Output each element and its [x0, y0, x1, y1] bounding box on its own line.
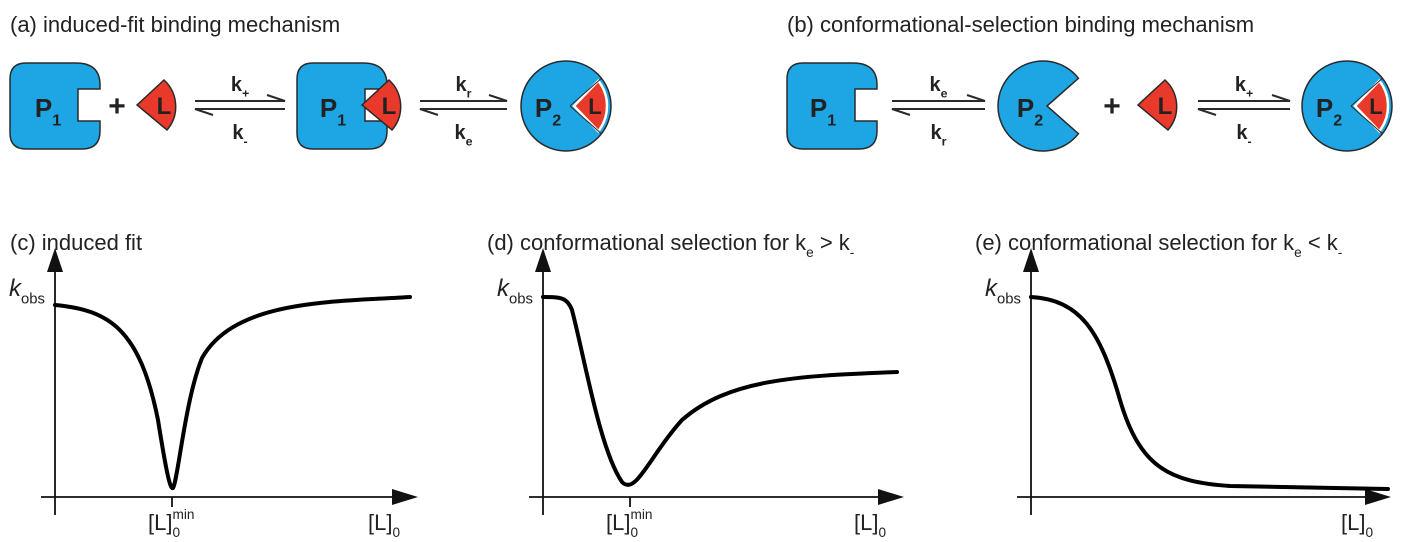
x-axis-arrow — [878, 489, 904, 505]
text-part: - — [850, 245, 855, 260]
text-part: [L] — [368, 510, 392, 535]
rate-constant: ke — [454, 122, 472, 148]
ligand-label: L — [1158, 93, 1173, 120]
text-part: obs — [21, 292, 45, 308]
y-axis-label: kobs — [497, 275, 533, 308]
text-part: - — [1247, 134, 1251, 148]
text-part: [L] — [1341, 510, 1365, 535]
x-axis-label: [L]0 — [854, 510, 886, 540]
text-part: 0 — [392, 525, 400, 540]
text-part: 1 — [827, 111, 836, 129]
text-part: 2 — [552, 111, 561, 129]
backward-arrow — [420, 109, 507, 115]
text-part: P — [810, 93, 827, 123]
rate-constant: kr — [456, 74, 472, 100]
ligand-label: L — [382, 93, 397, 120]
y-axis-label: kobs — [985, 275, 1021, 308]
plus: + — [1103, 90, 1121, 123]
text-part: P — [535, 93, 552, 123]
text-part: min — [172, 507, 194, 522]
plus: + — [108, 90, 126, 123]
curve — [543, 297, 897, 485]
protein-p1 — [10, 63, 100, 149]
text-part: e — [466, 134, 473, 148]
text-part: + — [242, 86, 249, 100]
backward-arrow — [1198, 109, 1290, 115]
text-part: + — [1246, 86, 1253, 100]
text-part: [L] — [606, 510, 630, 535]
text-part: r — [467, 86, 472, 100]
text-part: P — [320, 93, 337, 123]
rate-constant: k- — [1236, 122, 1251, 148]
text-part: e — [806, 245, 814, 260]
curve — [1031, 297, 1388, 489]
text-part: > k — [814, 230, 851, 255]
rate-constant: k+ — [1235, 74, 1253, 100]
x-marker-label: [L]0 min — [148, 507, 194, 540]
rate-constant: k- — [232, 122, 247, 148]
text-part: < k — [1302, 230, 1339, 255]
text-part: min — [630, 507, 652, 522]
text-part: 2 — [1034, 111, 1043, 129]
text-part: - — [243, 134, 247, 148]
panel-title: (c) induced fit — [10, 230, 142, 255]
text-part: obs — [997, 292, 1021, 308]
text-part: P — [35, 93, 52, 123]
text-part: r — [942, 134, 947, 148]
text-part: 0 — [630, 525, 638, 540]
panel-title: (a) induced-fit binding mechanism — [10, 12, 340, 37]
text-part: e — [941, 86, 948, 100]
text-part: (d) conformational selection for k — [487, 230, 807, 255]
curve — [55, 297, 410, 488]
ligand-label: L — [1369, 94, 1382, 119]
rate-constant: k+ — [231, 74, 249, 100]
text-part: obs — [509, 292, 533, 308]
panel-title: (b) conformational-selection binding mec… — [787, 12, 1254, 37]
text-part: - — [1338, 245, 1343, 260]
text-part: [L] — [148, 510, 172, 535]
x-axis-label: [L]0 — [1341, 510, 1373, 540]
ligand-label: L — [588, 94, 601, 119]
text-part: P — [1017, 93, 1034, 123]
text-part: [L] — [854, 510, 878, 535]
backward-arrow — [892, 109, 985, 115]
text-part: 0 — [1365, 525, 1373, 540]
text-part: 0 — [172, 525, 180, 540]
rate-constant: ke — [929, 74, 947, 100]
text-part: 1 — [52, 111, 61, 129]
page: { "panel_a": { "title": "(a) induced-fit… — [0, 0, 1426, 542]
x-axis-label: [L]0 — [368, 510, 400, 540]
x-axis-arrow — [1365, 489, 1391, 505]
text-part: e — [1294, 245, 1302, 260]
rate-constant: kr — [931, 122, 947, 148]
text-part: (e) conformational selection for k — [975, 230, 1295, 255]
y-axis-label: kobs — [9, 275, 45, 308]
text-part: 0 — [878, 525, 886, 540]
text-part: 2 — [1333, 111, 1342, 129]
backward-arrow — [195, 109, 285, 115]
figure: (a) induced-fit binding mechanism (b) con… — [0, 0, 1426, 542]
x-axis-arrow — [392, 489, 418, 505]
text-part: 1 — [337, 111, 346, 129]
ligand-label: L — [157, 93, 172, 120]
text-part: P — [1316, 93, 1333, 123]
protein-p2 — [998, 61, 1078, 151]
x-marker-label: [L]0 min — [606, 507, 652, 540]
protein-p1 — [787, 63, 877, 149]
